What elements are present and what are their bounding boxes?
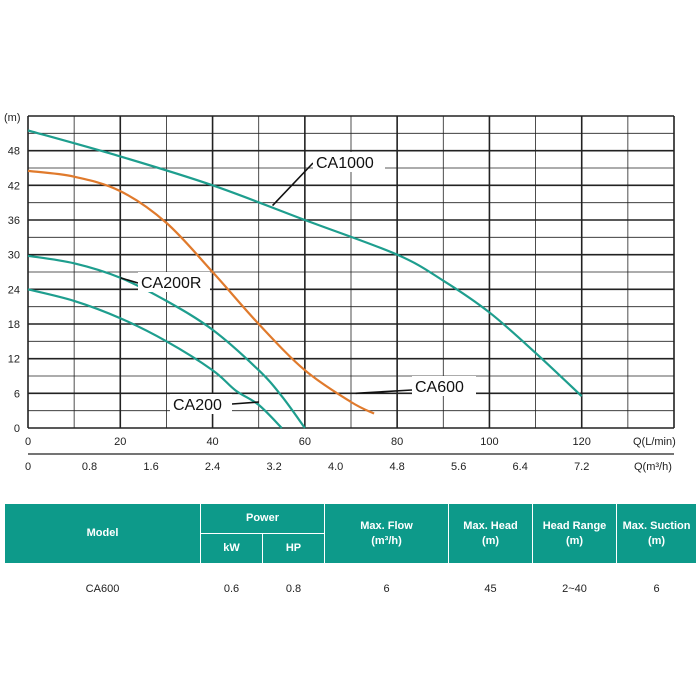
x2-tick-label: 5.6	[451, 461, 466, 473]
max-suction-header: Max. Suction (m)	[616, 503, 698, 564]
y-tick-label: 18	[8, 319, 20, 331]
x-axis-label: Q(L/min)	[633, 436, 676, 448]
cell-max-suction: 6	[653, 583, 660, 595]
x2-tick-label: 6.4	[513, 461, 528, 473]
max-flow-header: Max. Flow (m³/h)	[324, 503, 450, 564]
x2-axis-label: Q(m³/h)	[634, 461, 672, 473]
curve-ca600	[27, 169, 375, 415]
chart-labels: 0 6 12 18 24 30 36 42 48 (m) 0 20 40 60 80 100 120 Q(L/mi…	[4, 112, 676, 473]
annotation-ca200: CA200	[173, 397, 222, 414]
x2-tick-label: 2.4	[205, 461, 220, 473]
y-tick-label: 24	[8, 284, 20, 296]
annotation-box	[170, 394, 232, 414]
y-tick-label: 42	[8, 180, 20, 192]
x-tick-label: 0	[25, 436, 31, 448]
leader-line	[271, 162, 314, 207]
table-row: CA600 0.6 0.8 6 45 2~40 6	[5, 564, 697, 615]
curve-ca200r	[27, 254, 306, 429]
kw-header: kW	[200, 533, 263, 564]
cell-kw: 0.6	[223, 583, 240, 595]
x-tick-label: 20	[114, 436, 126, 448]
annotation-ca600: CA600	[415, 379, 464, 396]
y-tick-label: 30	[8, 250, 20, 262]
annotation-box	[412, 376, 476, 396]
x2-tick-label: 7.2	[574, 461, 589, 473]
y-tick-label: 12	[8, 354, 20, 366]
y-axis-label: (m)	[4, 112, 21, 124]
power-header: Power	[199, 503, 326, 534]
x-tick-label: 120	[573, 436, 591, 448]
annotation-ca1000: CA1000	[316, 155, 374, 172]
x2-tick-label: 4.8	[389, 461, 404, 473]
x2-tick-label: 0.8	[82, 461, 97, 473]
y-tick-label: 36	[8, 215, 20, 227]
chart-grid	[27, 115, 675, 455]
cell-model: CA600	[85, 583, 120, 595]
leader-line	[231, 401, 259, 405]
hp-header: HP	[261, 533, 326, 564]
pump-performance-chart: 0 6 12 18 24 30 36 42 48 (m) 0 20 40 60 80 100 120 Q(L/mi…	[4, 112, 676, 473]
cell-max-flow: 6	[383, 583, 390, 595]
annotation-box	[313, 152, 385, 172]
cell-max-head: 45	[484, 583, 497, 595]
x2-tick-label: 0	[25, 461, 31, 473]
leader-line	[120, 277, 139, 284]
model-header: Model	[4, 503, 201, 564]
spec-table: Model Power Max. Flow (m³/h) Max. Head (m)…	[4, 503, 698, 615]
chart-curves	[27, 129, 583, 429]
y-tick-label: 6	[14, 388, 20, 400]
annotation-ca200r: CA200R	[141, 275, 201, 292]
y-tick-label: 48	[8, 146, 20, 158]
head-range-header: Head Range (m)	[532, 503, 618, 564]
x2-tick-label: 3.2	[266, 461, 281, 473]
y-tick-label: 0	[14, 423, 20, 435]
x2-tick-label: 4.0	[328, 461, 343, 473]
x-tick-label: 80	[391, 436, 403, 448]
x-tick-label: 40	[206, 436, 218, 448]
annotation-box	[138, 272, 210, 292]
cell-hp: 0.8	[285, 583, 302, 595]
max-head-header: Max. Head (m)	[448, 503, 534, 564]
cell-head-range: 2~40	[562, 583, 587, 595]
curve-ca200	[27, 288, 283, 429]
curve-ca1000	[27, 129, 583, 398]
leader-line	[355, 389, 413, 395]
x2-tick-label: 1.6	[143, 461, 158, 473]
x-tick-label: 60	[299, 436, 311, 448]
x-tick-label: 100	[480, 436, 498, 448]
